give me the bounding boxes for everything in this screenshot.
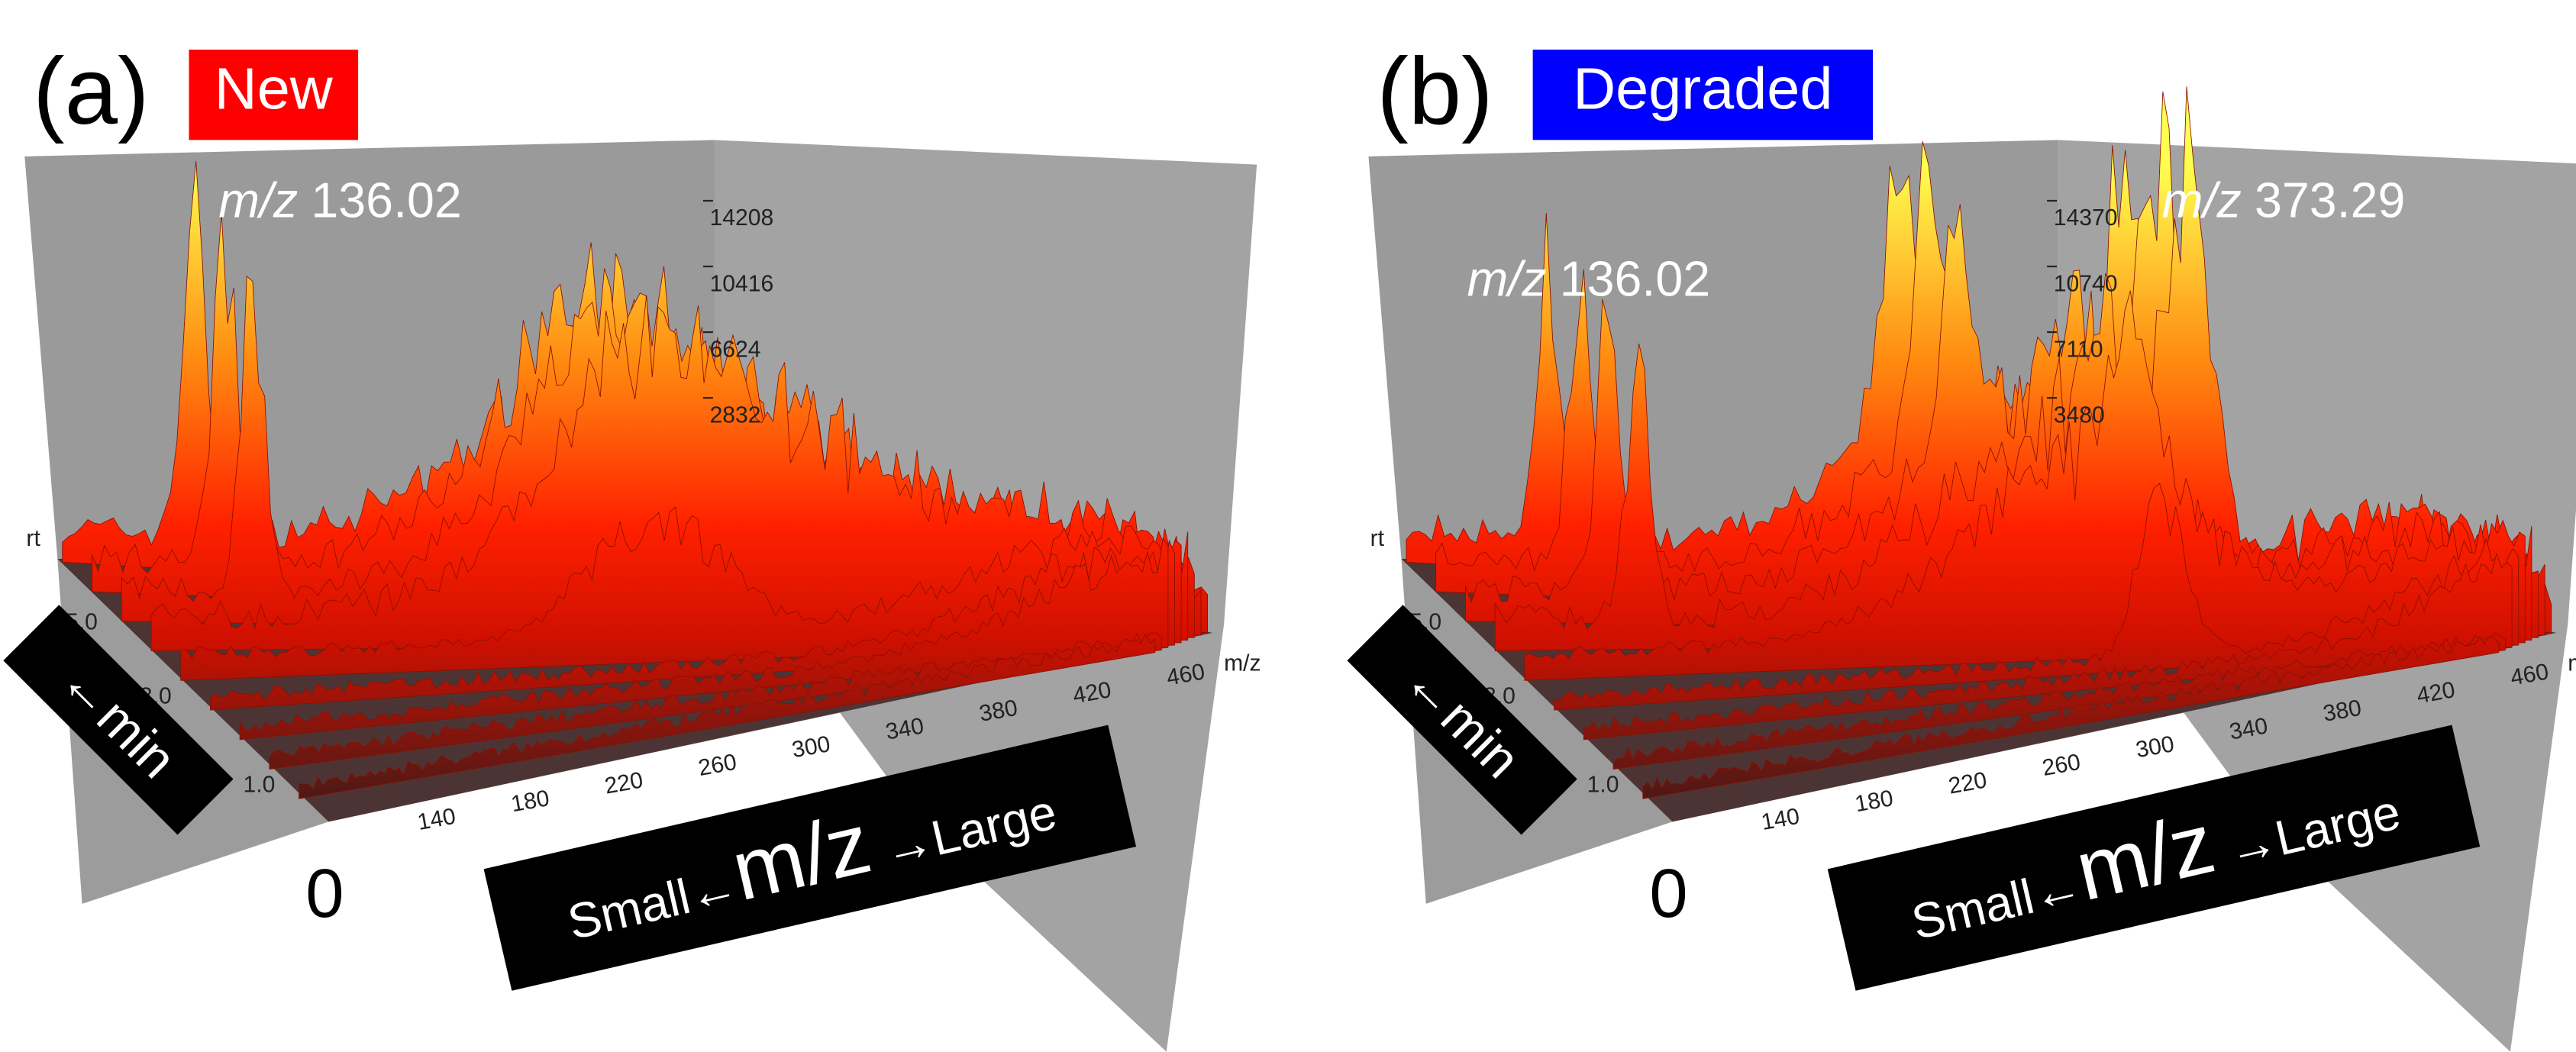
rt-axis-label: rt bbox=[26, 526, 40, 551]
surface-ridge bbox=[269, 632, 1162, 770]
mz-box-bg bbox=[483, 724, 1137, 991]
intensity-tick: 10416 bbox=[710, 271, 774, 296]
peak-label: m/z 373.29 bbox=[2162, 173, 2406, 228]
mz-box: Small←m/z →Large bbox=[1827, 724, 2481, 991]
intensity-tick: 3480 bbox=[2054, 402, 2105, 428]
intensity-tick: 7110 bbox=[2054, 337, 2103, 362]
surface-ridge bbox=[1583, 552, 2513, 741]
intensity-tick: 14208 bbox=[710, 205, 774, 231]
rt-tick: 1.0 bbox=[243, 773, 275, 798]
peak-value: 136.02 bbox=[311, 173, 461, 228]
panel-letter: (b) bbox=[1377, 38, 1493, 144]
peak-label: m/z 136.02 bbox=[218, 173, 462, 228]
intensity-tick: 14370 bbox=[2054, 205, 2118, 231]
mz-tick: 140 bbox=[1759, 804, 1801, 835]
mz-tick: 300 bbox=[2134, 731, 2176, 763]
origin: 0 bbox=[305, 855, 344, 932]
mz-tick: 260 bbox=[696, 750, 738, 781]
intensity-tick: 6624 bbox=[710, 337, 761, 362]
rt-box-bg bbox=[1347, 605, 1577, 835]
surface-ridge bbox=[1642, 636, 2500, 799]
mz-tick: 140 bbox=[415, 804, 457, 835]
surface-ridge bbox=[239, 537, 1169, 741]
peak-italic: m/z bbox=[1467, 252, 1547, 307]
tag: Degraded bbox=[1573, 56, 1832, 121]
mz-axis-label: m/z bbox=[1224, 650, 1261, 676]
peak-value: 373.29 bbox=[2255, 173, 2405, 228]
peak-label: m/z 136.02 bbox=[1467, 252, 1711, 307]
panel-letter: (a) bbox=[33, 38, 150, 144]
mz-tick: 180 bbox=[509, 786, 551, 817]
rt-box-bg bbox=[3, 605, 234, 835]
mz-box-bg bbox=[1827, 724, 2481, 991]
mz-tick: 220 bbox=[602, 767, 644, 799]
surface-ridge bbox=[1524, 290, 2526, 681]
mz-box: Small←m/z →Large bbox=[483, 724, 1137, 991]
mz-tick: 260 bbox=[2040, 750, 2082, 781]
peak-value: 136.02 bbox=[1560, 252, 1710, 307]
intensity-tick: 10740 bbox=[2054, 271, 2118, 296]
mz-axis-label: m/z bbox=[2568, 650, 2576, 676]
surface-ridge bbox=[1612, 632, 2506, 770]
rt-axis-label: rt bbox=[1370, 526, 1385, 551]
tag-box bbox=[189, 49, 359, 140]
tag-box bbox=[1532, 49, 1874, 140]
intensity-tick: 2832 bbox=[710, 402, 761, 428]
origin: 0 bbox=[1649, 855, 1687, 932]
mz-tick: 300 bbox=[790, 731, 832, 763]
peak-italic: m/z bbox=[218, 173, 298, 228]
rt-tick: 1.0 bbox=[1587, 773, 1619, 798]
peak-italic: m/z bbox=[2162, 173, 2242, 228]
mz-tick: 220 bbox=[1947, 767, 1989, 799]
mz-tick: 180 bbox=[1853, 786, 1895, 817]
surface-ridge bbox=[150, 295, 1189, 651]
surface-ridge bbox=[299, 634, 1156, 799]
tag: New bbox=[215, 56, 334, 121]
